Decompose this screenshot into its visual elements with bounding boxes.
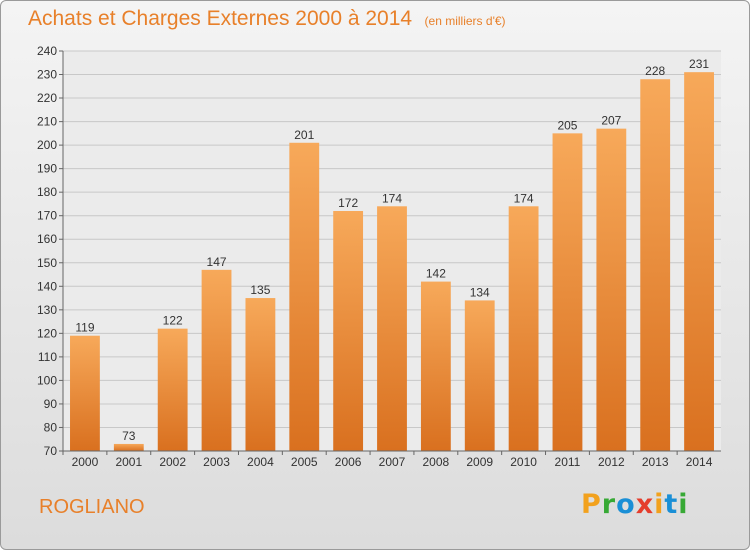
- y-tick-label: 150: [37, 256, 57, 270]
- bar-value-label: 207: [601, 114, 621, 128]
- bar-value-label: 174: [382, 191, 402, 205]
- y-tick-label: 140: [37, 279, 57, 293]
- x-tick-label: 2006: [335, 455, 362, 469]
- bar: [201, 269, 232, 451]
- logo-letter: i: [678, 489, 689, 520]
- bar: [420, 281, 451, 451]
- bar: [113, 443, 144, 451]
- x-tick-label: 2011: [555, 455, 581, 469]
- y-tick-label: 240: [37, 44, 57, 58]
- logo-letter: r: [601, 489, 617, 520]
- chart-subtitle: (en milliers d'€): [424, 14, 506, 28]
- x-tick-label: 2009: [466, 455, 493, 469]
- y-tick-label: 220: [37, 91, 57, 105]
- y-tick-label: 180: [37, 185, 57, 199]
- x-tick-label: 2003: [203, 455, 230, 469]
- y-tick-label: 120: [37, 326, 57, 340]
- y-tick-label: 210: [37, 115, 57, 129]
- bar: [245, 298, 276, 451]
- logo-letter: x: [635, 489, 655, 520]
- x-tick-label: 2004: [247, 455, 274, 469]
- bar-value-label: 201: [294, 128, 314, 142]
- x-tick-label: 2002: [159, 455, 186, 469]
- x-tick-label: 2008: [423, 455, 450, 469]
- bar: [596, 128, 627, 451]
- logo-letter: t: [664, 489, 679, 520]
- x-tick-label: 2013: [642, 455, 669, 469]
- location-label: ROGLIANO: [39, 496, 145, 518]
- bar: [684, 72, 714, 452]
- bar-value-label: 73: [122, 429, 136, 443]
- bar-value-label: 228: [645, 64, 665, 78]
- y-tick-label: 230: [37, 68, 57, 82]
- chart-header: Achats et Charges Externes 2000 à 2014 (…: [28, 7, 506, 31]
- bar: [377, 206, 407, 451]
- bar-value-label: 134: [470, 285, 490, 299]
- y-tick-label: 80: [44, 420, 58, 434]
- y-tick-label: 70: [44, 444, 58, 458]
- chart-title: Achats et Charges Externes 2000 à 2014: [28, 7, 413, 30]
- bar: [70, 335, 100, 451]
- bar-value-label: 147: [207, 255, 227, 269]
- y-tick-label: 130: [37, 303, 57, 317]
- bar-value-label: 205: [557, 118, 577, 132]
- bar-value-label: 142: [426, 267, 446, 281]
- y-tick-label: 110: [38, 350, 57, 364]
- bar-value-label: 172: [338, 196, 358, 210]
- y-tick-label: 100: [37, 373, 57, 387]
- bar-value-label: 122: [163, 314, 183, 328]
- bar-value-label: 119: [75, 321, 94, 335]
- bar: [333, 211, 364, 451]
- proxiti-logo: Proxiti: [581, 489, 689, 520]
- x-tick-label: 2005: [291, 455, 318, 469]
- y-tick-label: 90: [44, 397, 58, 411]
- logo-letter: P: [581, 489, 602, 520]
- x-tick-label: 2007: [379, 455, 406, 469]
- bar: [640, 79, 671, 451]
- bar: [289, 142, 320, 451]
- logo-letter: i: [654, 489, 665, 520]
- x-tick-label: 2010: [510, 455, 537, 469]
- y-tick-label: 170: [37, 209, 57, 223]
- bar: [157, 328, 188, 451]
- bar-value-label: 174: [514, 191, 534, 205]
- bar: [464, 300, 495, 451]
- x-tick-label: 2001: [115, 455, 142, 469]
- y-tick-label: 200: [37, 138, 57, 152]
- x-tick-label: 2012: [598, 455, 625, 469]
- bar: [552, 133, 583, 451]
- x-tick-label: 2014: [686, 455, 713, 469]
- y-tick-label: 190: [37, 162, 57, 176]
- bar-value-label: 231: [689, 57, 709, 71]
- bar-value-label: 135: [250, 283, 270, 297]
- x-tick-label: 2000: [72, 455, 99, 469]
- logo-letter: o: [616, 489, 636, 520]
- bar: [508, 206, 539, 451]
- y-tick-label: 160: [37, 232, 57, 246]
